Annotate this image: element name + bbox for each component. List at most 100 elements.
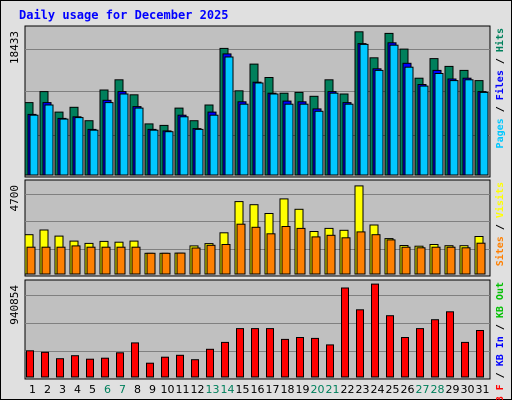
bar-sites [206,244,216,275]
bar-pages [359,43,369,176]
bar-sites [116,246,126,275]
bar-pages [254,82,264,176]
bar-kb-f [101,357,109,378]
bar-sites [476,242,486,275]
bar-kb-f [326,344,334,378]
legend-separator: / [495,100,506,118]
bar-sites [191,247,201,275]
x-tick-label: 28 [431,383,445,396]
x-tick-label: 1 [29,383,36,396]
bar-pages [434,73,444,176]
bar-sites [71,245,81,275]
y-max-label: 4700 [8,185,21,212]
bar-sites [26,246,36,275]
bar-kb-f [311,337,319,378]
bar-pages [179,116,189,176]
bar-sites [221,244,231,275]
x-tick-label: 10 [161,383,175,396]
legend-separator: / [495,366,506,384]
x-tick-label: 25 [386,383,400,396]
bar-sites [401,246,411,275]
bar-pages [89,129,99,176]
bar-pages [239,103,249,176]
x-tick-label: 19 [296,383,310,396]
bar-kb-f [446,311,454,378]
x-tick-label: 6 [104,383,111,396]
legend-entry: Visits [494,182,506,218]
bar-kb-f [401,337,409,378]
legend-entry: Sites [494,236,506,266]
x-tick-label: 11 [176,383,190,396]
bar-sites [56,246,66,275]
x-tick-label: 23 [356,383,370,396]
bar-pages [389,44,399,176]
x-tick-label: 18 [281,383,295,396]
bar-kb-f [296,337,304,378]
bar-sites [431,246,441,275]
bar-pages [119,93,129,176]
bar-kb-f [41,351,49,378]
x-tick-label: 2 [44,383,51,396]
legend-entry: KB F [495,384,506,400]
bar-kb-f [191,359,199,378]
bar-sites [41,246,51,275]
bar-pages [299,103,309,176]
bar-pages [449,80,459,176]
legend-separator: / [495,318,506,336]
legend: KB F / KB In / KB Out [495,282,506,400]
bar-kb-f [161,356,169,378]
bar-sites [266,233,276,275]
x-tick-label: 7 [119,383,126,396]
bar-sites [296,227,306,275]
bar-pages [344,103,354,176]
bar-sites [416,247,426,275]
bar-sites [341,237,351,275]
bar-kb-f [221,341,229,378]
x-tick-label: 14 [221,383,235,396]
bar-sites [371,234,381,275]
bar-sites [251,226,261,275]
x-tick-label: 22 [341,383,355,396]
bar-kb-f [461,341,469,378]
bar-pages [284,103,294,176]
bar-sites [146,252,156,275]
bar-sites [386,239,396,275]
bar-pages [134,107,144,176]
bar-pages [374,69,384,176]
legend-entry: KB Out [495,282,506,318]
bar-kb-f [431,319,439,378]
bar-kb-f [476,330,484,378]
bar-kb-f [71,355,79,378]
bar-kb-f [266,328,274,378]
bar-sites [281,226,291,275]
x-tick-label: 31 [476,383,490,396]
x-tick-label: 4 [74,383,81,396]
bar-sites [446,246,456,275]
x-tick-label: 9 [149,383,156,396]
bar-sites [461,247,471,275]
bar-pages [314,110,324,176]
bar-pages [209,114,219,176]
bar-pages [464,79,474,176]
legend-separator: / [495,52,506,70]
legend-entry: Files [494,70,506,100]
bar-kb-f [86,358,94,378]
bar-kb-f [281,338,289,378]
bar-kb-f [26,350,34,378]
x-tick-label: 16 [251,383,265,396]
x-tick-label: 5 [89,383,96,396]
bar-sites [326,234,336,275]
y-max-label: 18433 [8,31,21,64]
bar-pages [329,92,339,176]
bar-sites [236,223,246,275]
x-tick-label: 17 [266,383,280,396]
bar-kb-f [386,315,394,378]
legend-separator: / [495,218,506,236]
x-tick-label: 13 [206,383,220,396]
chart-title: Daily usage for December 2025 [19,8,229,22]
x-tick-label: 3 [59,383,66,396]
bar-pages [479,91,489,176]
bar-sites [356,231,366,275]
bar-kb-f [236,328,244,378]
y-max-label: 940854 [8,285,21,325]
